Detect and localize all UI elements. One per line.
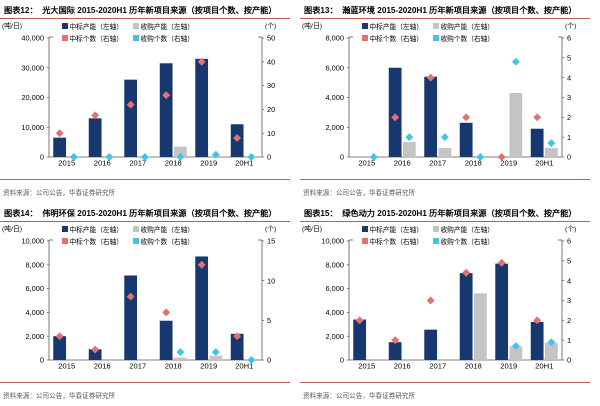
svg-text:50: 50 xyxy=(267,34,275,43)
svg-text:2015: 2015 xyxy=(358,159,375,168)
svg-text:3: 3 xyxy=(567,93,571,102)
svg-text:1: 1 xyxy=(567,133,571,142)
svg-text:8,000: 8,000 xyxy=(26,260,45,269)
svg-text:10,000: 10,000 xyxy=(21,237,44,246)
svg-text:40,000: 40,000 xyxy=(21,34,44,43)
svg-text:(个): (个) xyxy=(565,22,576,30)
svg-text:(个): (个) xyxy=(265,225,276,233)
svg-text:8,000: 8,000 xyxy=(326,260,345,269)
svg-text:(吨/日): (吨/日) xyxy=(302,224,322,233)
svg-text:3: 3 xyxy=(567,296,571,305)
svg-text:2,000: 2,000 xyxy=(26,332,45,341)
svg-text:2018: 2018 xyxy=(465,362,482,371)
svg-text:(吨/日): (吨/日) xyxy=(2,224,22,233)
svg-text:2017: 2017 xyxy=(129,159,146,168)
svg-text:2015: 2015 xyxy=(58,159,75,168)
svg-text:4,000: 4,000 xyxy=(326,308,345,317)
svg-text:(个): (个) xyxy=(565,225,576,233)
svg-text:40: 40 xyxy=(267,57,275,66)
svg-text:6,000: 6,000 xyxy=(326,63,345,72)
svg-text:0: 0 xyxy=(567,356,571,365)
svg-text:5: 5 xyxy=(267,316,271,325)
svg-text:0: 0 xyxy=(267,153,271,162)
svg-text:(个): (个) xyxy=(265,22,276,30)
svg-text:2017: 2017 xyxy=(429,159,446,168)
svg-text:2016: 2016 xyxy=(394,159,411,168)
svg-text:2017: 2017 xyxy=(129,362,146,371)
svg-text:2017: 2017 xyxy=(429,362,446,371)
svg-text:2018: 2018 xyxy=(465,159,482,168)
svg-text:2,000: 2,000 xyxy=(326,332,345,341)
svg-text:(吨/日): (吨/日) xyxy=(302,21,322,30)
svg-text:4,000: 4,000 xyxy=(326,93,345,102)
svg-text:2015: 2015 xyxy=(58,362,75,371)
svg-text:2019: 2019 xyxy=(200,159,217,168)
svg-text:6: 6 xyxy=(567,34,571,43)
svg-text:1: 1 xyxy=(567,336,571,345)
svg-text:5: 5 xyxy=(567,53,571,62)
svg-text:10,000: 10,000 xyxy=(21,123,44,132)
svg-text:2016: 2016 xyxy=(94,362,111,371)
svg-text:30,000: 30,000 xyxy=(21,63,44,72)
svg-text:20H1: 20H1 xyxy=(535,159,553,168)
svg-text:6,000: 6,000 xyxy=(326,284,345,293)
svg-text:2019: 2019 xyxy=(200,362,217,371)
svg-text:0: 0 xyxy=(40,153,44,162)
svg-text:0: 0 xyxy=(567,153,571,162)
svg-text:4: 4 xyxy=(567,276,571,285)
svg-text:2018: 2018 xyxy=(165,362,182,371)
svg-text:2016: 2016 xyxy=(94,159,111,168)
svg-text:2,000: 2,000 xyxy=(326,123,345,132)
svg-text:2: 2 xyxy=(567,316,571,325)
svg-text:20: 20 xyxy=(267,105,275,114)
svg-text:2019: 2019 xyxy=(500,159,517,168)
svg-text:2: 2 xyxy=(567,113,571,122)
svg-text:10,000: 10,000 xyxy=(321,237,344,246)
svg-text:0: 0 xyxy=(40,356,44,365)
svg-text:2018: 2018 xyxy=(165,159,182,168)
svg-text:20,000: 20,000 xyxy=(21,93,44,102)
svg-text:20H1: 20H1 xyxy=(535,362,553,371)
svg-text:6,000: 6,000 xyxy=(26,284,45,293)
svg-text:5: 5 xyxy=(567,256,571,265)
svg-text:2015: 2015 xyxy=(358,362,375,371)
svg-text:30: 30 xyxy=(267,81,275,90)
svg-text:0: 0 xyxy=(340,356,344,365)
svg-text:10: 10 xyxy=(267,129,275,138)
svg-text:2019: 2019 xyxy=(500,362,517,371)
svg-text:0: 0 xyxy=(340,153,344,162)
svg-text:8,000: 8,000 xyxy=(326,34,345,43)
svg-text:(吨/日): (吨/日) xyxy=(2,21,22,30)
svg-text:10: 10 xyxy=(267,276,275,285)
svg-text:2016: 2016 xyxy=(394,362,411,371)
svg-text:0: 0 xyxy=(267,356,271,365)
svg-text:4: 4 xyxy=(567,73,571,82)
svg-text:4,000: 4,000 xyxy=(26,308,45,317)
svg-text:15: 15 xyxy=(267,237,275,246)
svg-text:6: 6 xyxy=(567,237,571,246)
